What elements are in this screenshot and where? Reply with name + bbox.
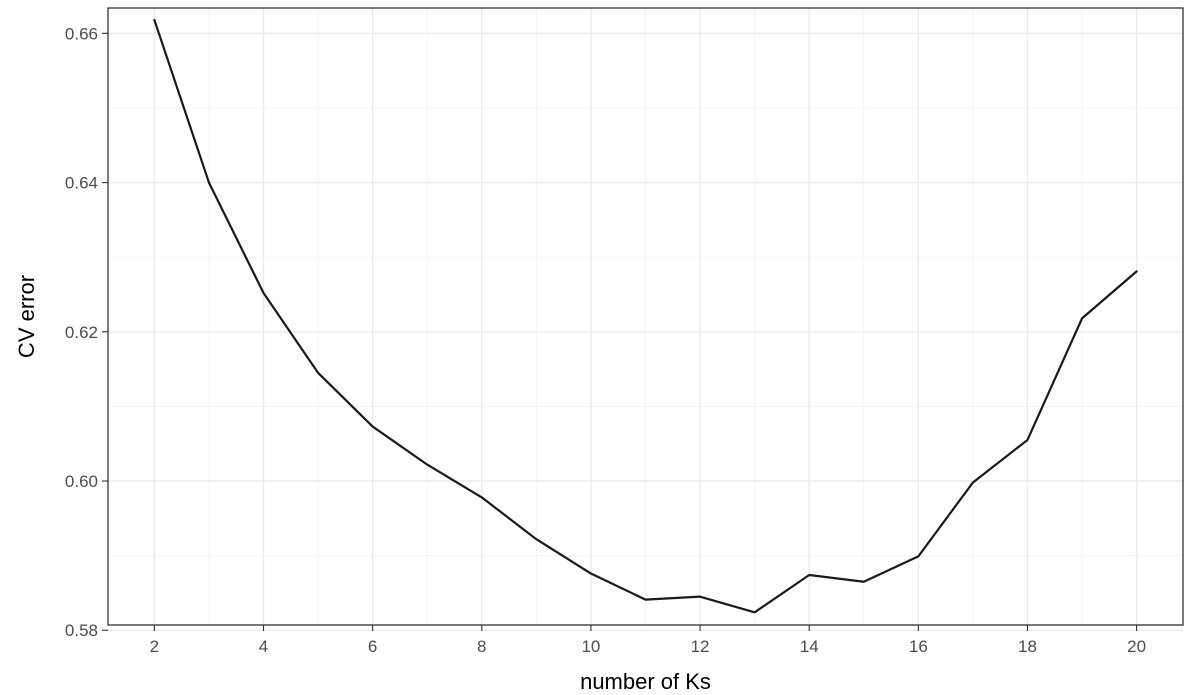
- x-tick-label: 2: [150, 637, 159, 656]
- x-tick-label: 6: [368, 637, 377, 656]
- series-layer: [153, 18, 1138, 614]
- y-axis-title: CV error: [14, 275, 39, 358]
- x-tick-label: 4: [259, 637, 268, 656]
- x-tick-label: 14: [800, 637, 819, 656]
- minor-gridlines: [108, 8, 1183, 625]
- x-tick-label: 8: [477, 637, 486, 656]
- x-tick-label: 10: [581, 637, 600, 656]
- x-axis: 2 4 6 8 10 12 14 16 18 20: [150, 625, 1146, 656]
- y-tick-label: 0.58: [65, 621, 98, 640]
- major-gridlines: [108, 8, 1183, 631]
- y-tick-label: 0.64: [65, 174, 98, 193]
- x-tick-label: 20: [1127, 637, 1146, 656]
- y-tick-label: 0.62: [65, 323, 98, 342]
- plot-panel-border: [107, 7, 1184, 626]
- cv-error-line: [153, 18, 1138, 614]
- x-axis-title: number of Ks: [580, 669, 711, 694]
- y-axis: 0.58 0.60 0.62 0.64 0.66: [65, 24, 108, 640]
- y-tick-label: 0.60: [65, 472, 98, 491]
- x-tick-label: 12: [691, 637, 710, 656]
- y-tick-label: 0.66: [65, 24, 98, 43]
- x-tick-label: 16: [909, 637, 928, 656]
- x-tick-label: 18: [1018, 637, 1037, 656]
